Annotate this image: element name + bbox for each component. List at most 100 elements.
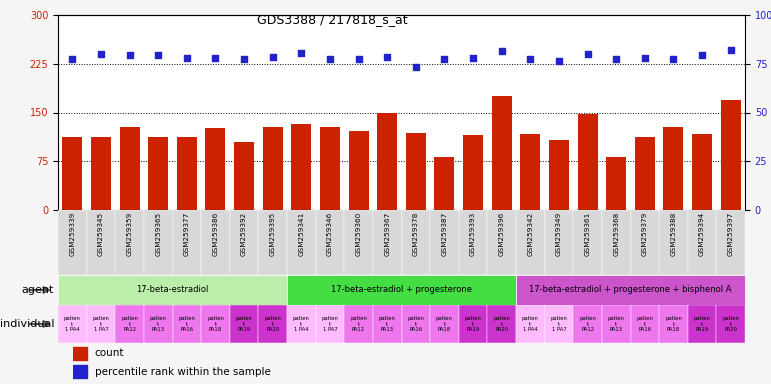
Text: patien
t
1 PA4: patien t 1 PA4 [522,316,539,332]
Bar [602,305,631,343]
Text: GSM259392: GSM259392 [241,212,247,256]
Text: patien
t
1 PA7: patien t 1 PA7 [93,316,109,332]
Bar [487,305,516,343]
Text: GSM259379: GSM259379 [641,212,648,256]
Bar [544,210,574,275]
Bar [263,127,283,210]
Bar [287,210,315,275]
Text: GDS3388 / 217818_s_at: GDS3388 / 217818_s_at [258,13,408,26]
Bar [549,141,569,210]
Bar [434,157,454,210]
Text: GSM259349: GSM259349 [556,212,562,256]
Text: patien
t
PA16: patien t PA16 [178,316,195,332]
Text: GSM259387: GSM259387 [442,212,447,256]
Text: patien
t
PA12: patien t PA12 [579,316,596,332]
Bar [716,305,745,343]
Point [610,56,622,62]
Text: patien
t
PA19: patien t PA19 [236,316,252,332]
Text: GSM259396: GSM259396 [499,212,505,256]
Text: GSM259397: GSM259397 [728,212,734,256]
Text: GSM259361: GSM259361 [584,212,591,256]
Text: 17-beta-estradiol + progesterone: 17-beta-estradiol + progesterone [331,285,472,295]
Text: patien
t
1 PA7: patien t 1 PA7 [322,316,338,332]
Bar [234,142,254,210]
Bar [115,210,144,275]
Bar [86,210,115,275]
Text: GSM259386: GSM259386 [213,212,218,256]
Text: patien
t
PA18: patien t PA18 [436,316,453,332]
Text: GSM259359: GSM259359 [126,212,133,256]
Bar [201,210,230,275]
Bar [631,210,659,275]
Point [524,56,537,62]
Point [496,48,508,55]
Bar [230,210,258,275]
Bar [230,305,258,343]
Text: patien
t
PA20: patien t PA20 [264,316,281,332]
Point [553,58,565,64]
Point [324,56,336,62]
Bar [430,210,459,275]
Text: patien
t
PA18: patien t PA18 [665,316,682,332]
Text: GSM259360: GSM259360 [355,212,362,256]
Bar [258,305,287,343]
Bar [577,114,598,210]
Bar [721,99,741,210]
Bar [516,210,544,275]
Text: GSM259341: GSM259341 [298,212,305,256]
Bar [574,210,602,275]
Bar [520,134,540,210]
Bar [173,210,201,275]
Bar [659,210,688,275]
Bar [516,305,544,343]
Bar [602,210,631,275]
Bar [201,305,230,343]
Text: GSM259365: GSM259365 [155,212,161,256]
Bar [663,127,683,210]
Bar [320,127,340,210]
Bar [459,305,487,343]
Bar [287,275,516,305]
Text: individual: individual [0,319,54,329]
Point [467,55,480,61]
Bar [86,305,115,343]
Bar [631,305,659,343]
Bar [144,305,173,343]
Text: GSM259346: GSM259346 [327,212,333,256]
Text: GSM259345: GSM259345 [98,212,104,256]
Bar [73,347,87,360]
Bar [402,210,430,275]
Bar [716,210,745,275]
Bar [120,127,140,210]
Text: 17-beta-estradiol: 17-beta-estradiol [136,285,209,295]
Text: patien
t
PA12: patien t PA12 [121,316,138,332]
Text: GSM259377: GSM259377 [183,212,190,256]
Point [180,55,193,61]
Point [381,53,393,60]
Text: 17-beta-estradiol + progesterone + bisphenol A: 17-beta-estradiol + progesterone + bisph… [529,285,732,295]
Bar [688,305,716,343]
Bar [574,305,602,343]
Bar [344,210,373,275]
Point [438,56,450,62]
Bar [348,131,369,210]
Point [696,52,709,58]
Bar [606,157,626,210]
Bar [58,305,86,343]
Bar [688,210,716,275]
Text: count: count [95,348,124,358]
Bar [173,305,201,343]
Text: patien
t
PA18: patien t PA18 [207,316,224,332]
Bar [62,137,82,210]
Bar [315,305,344,343]
Bar [177,137,197,210]
Bar [487,210,516,275]
Bar [516,275,745,305]
Bar [544,305,574,343]
Point [409,64,422,70]
Bar [205,128,225,210]
Bar [58,275,287,305]
Bar [635,137,655,210]
Bar [377,113,397,210]
Bar [373,305,402,343]
